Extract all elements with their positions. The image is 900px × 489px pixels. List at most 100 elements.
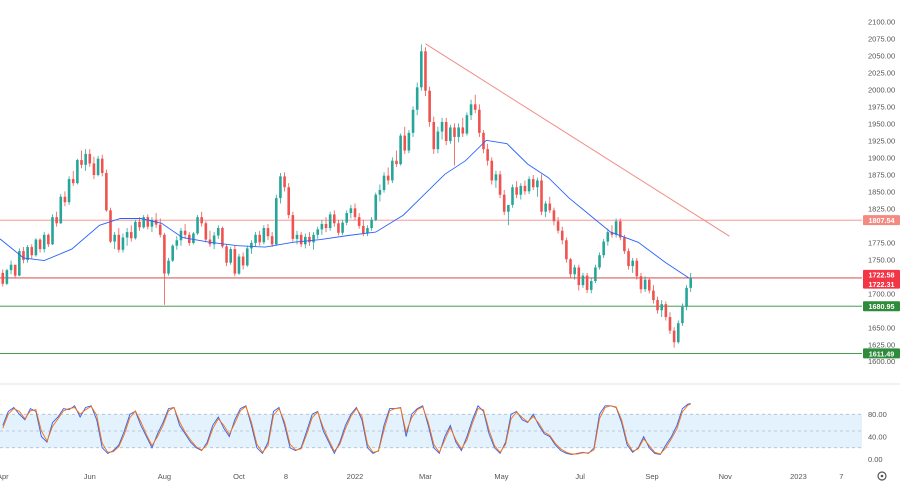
- candle-body: [581, 275, 585, 286]
- gear-icon[interactable]: [877, 471, 887, 481]
- candle-body: [113, 234, 116, 242]
- candle-body: [38, 239, 42, 250]
- candle-body: [5, 270, 9, 284]
- candle-body: [299, 234, 303, 245]
- candle-body: [391, 160, 394, 181]
- candle-body: [328, 214, 332, 229]
- candle-body: [96, 158, 100, 176]
- candle-body: [237, 256, 241, 274]
- oscillator-tick-label: 40.00: [868, 433, 887, 442]
- candle-body: [76, 160, 79, 184]
- candlestick-series: [1, 44, 693, 348]
- time-tick-label: Oct: [233, 472, 246, 481]
- candle-body: [183, 230, 187, 235]
- candle-body: [594, 267, 597, 282]
- candle-body: [685, 287, 688, 307]
- candle-body: [109, 210, 112, 242]
- oscillator-line[interactable]: [2, 403, 691, 455]
- candle-body: [681, 306, 684, 324]
- candle-body: [279, 176, 282, 199]
- candle-body: [482, 132, 485, 150]
- candle-body: [664, 304, 668, 318]
- candle-body: [407, 132, 411, 151]
- candle-body: [324, 223, 328, 229]
- candle-body: [337, 223, 340, 233]
- candle-body: [105, 172, 108, 211]
- candle-body: [573, 267, 576, 275]
- candle-body: [366, 228, 369, 234]
- candle-body: [262, 228, 266, 243]
- candle-body: [424, 51, 427, 91]
- candle-body: [138, 221, 141, 228]
- candle-body: [258, 234, 262, 243]
- candle-body: [635, 260, 639, 277]
- price-axis: 2100.00 2075.00 2050.00 2025.00 2000.00 1975.…: [868, 17, 895, 366]
- price-tick-label: 1850.00: [868, 187, 895, 196]
- candle-body: [241, 256, 245, 266]
- candle-body: [556, 221, 560, 231]
- candle-body: [245, 248, 249, 266]
- last-price-tag: [863, 269, 900, 280]
- settings-button[interactable]: [877, 471, 887, 481]
- price-tick-label: 1825.00: [868, 204, 895, 213]
- moving-average-line[interactable]: [0, 139, 690, 279]
- candle-body: [668, 317, 672, 331]
- candle-body: [511, 187, 514, 205]
- price-tick-label: 1950.00: [868, 119, 895, 128]
- candle-body: [34, 239, 38, 256]
- oscillator-tick-label: 0.00: [868, 455, 883, 464]
- downtrend-line[interactable]: [425, 43, 730, 237]
- candle-body: [229, 249, 232, 263]
- candle-body: [618, 221, 622, 238]
- candle-body: [585, 275, 589, 290]
- candle-body: [399, 135, 402, 165]
- oscillator-panel: 80.00 40.00 0.00: [0, 403, 887, 464]
- time-tick-label: 8: [284, 472, 288, 481]
- candle-body: [411, 109, 415, 133]
- time-tick-label: May: [494, 472, 508, 481]
- candle-body: [502, 194, 506, 212]
- candle-body: [378, 189, 382, 195]
- candle-body: [349, 208, 353, 214]
- candle-body: [18, 251, 21, 276]
- candle-body: [22, 251, 25, 260]
- candle-body: [345, 213, 349, 223]
- candle-body: [374, 194, 378, 220]
- candle-body: [432, 121, 436, 150]
- candle-body: [428, 90, 431, 122]
- candle-body: [560, 230, 564, 241]
- candle-body: [465, 115, 469, 134]
- price-tick-label: 2025.00: [868, 68, 895, 77]
- candle-body: [453, 127, 456, 137]
- candle-body: [266, 228, 270, 237]
- price-tick-label: 2100.00: [868, 17, 895, 26]
- price-tick-label: 1875.00: [868, 170, 895, 179]
- candle-body: [647, 279, 651, 291]
- candle-body: [515, 187, 518, 195]
- candle-body: [676, 323, 680, 343]
- time-tick-label: Aug: [158, 472, 171, 481]
- candle-body: [449, 127, 452, 142]
- price-tick-label: 1750.00: [868, 255, 895, 264]
- candle-body: [531, 179, 535, 188]
- candle-body: [158, 224, 162, 235]
- candle-body: [415, 87, 419, 110]
- time-tick-label: Sep: [645, 472, 658, 481]
- candle-body: [494, 174, 498, 181]
- candle-body: [473, 104, 477, 110]
- candle-body: [440, 121, 444, 132]
- oscillator-line[interactable]: [2, 403, 691, 456]
- price-tick-label: 1900.00: [868, 153, 895, 162]
- candle-body: [13, 264, 17, 276]
- candle-body: [606, 232, 610, 242]
- candle-body: [362, 225, 365, 234]
- candle-body: [631, 260, 634, 267]
- candle-body: [420, 51, 423, 88]
- candle-body: [59, 196, 63, 224]
- candle-body: [142, 217, 145, 228]
- candle-body: [212, 235, 216, 245]
- candle-body: [386, 175, 390, 181]
- candle-body: [540, 180, 543, 212]
- price-tick-label: 1775.00: [868, 238, 895, 247]
